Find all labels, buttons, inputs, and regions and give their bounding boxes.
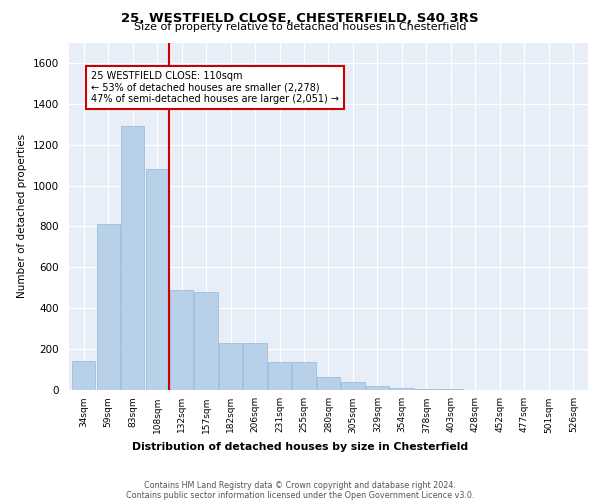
Bar <box>341 382 365 390</box>
Bar <box>146 169 169 390</box>
Text: 25 WESTFIELD CLOSE: 110sqm
← 53% of detached houses are smaller (2,278)
47% of s: 25 WESTFIELD CLOSE: 110sqm ← 53% of deta… <box>91 71 339 104</box>
Text: 25, WESTFIELD CLOSE, CHESTERFIELD, S40 3RS: 25, WESTFIELD CLOSE, CHESTERFIELD, S40 3… <box>121 12 479 26</box>
Text: Distribution of detached houses by size in Chesterfield: Distribution of detached houses by size … <box>132 442 468 452</box>
Text: Contains HM Land Registry data © Crown copyright and database right 2024.: Contains HM Land Registry data © Crown c… <box>144 481 456 490</box>
Y-axis label: Number of detached properties: Number of detached properties <box>17 134 28 298</box>
Bar <box>391 388 413 390</box>
Bar <box>194 292 218 390</box>
Bar <box>415 389 438 390</box>
Bar <box>244 343 266 390</box>
Text: Contains public sector information licensed under the Open Government Licence v3: Contains public sector information licen… <box>126 491 474 500</box>
Bar <box>292 362 316 390</box>
Bar <box>219 343 242 390</box>
Bar <box>97 224 120 390</box>
Bar <box>366 386 389 390</box>
Bar <box>170 290 193 390</box>
Bar <box>317 376 340 390</box>
Bar <box>268 362 291 390</box>
Text: Size of property relative to detached houses in Chesterfield: Size of property relative to detached ho… <box>134 22 466 32</box>
Bar <box>121 126 144 390</box>
Bar <box>72 362 95 390</box>
